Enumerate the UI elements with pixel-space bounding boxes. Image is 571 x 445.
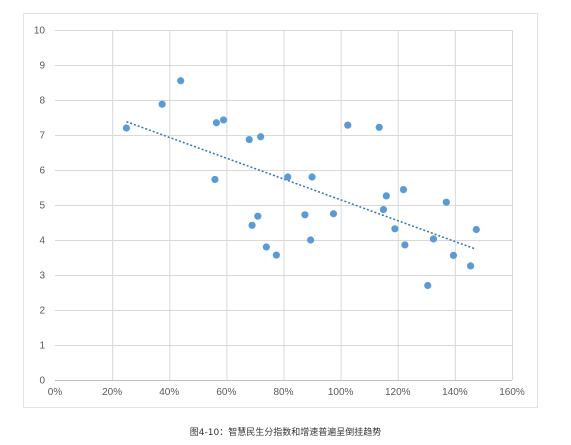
data-point — [308, 173, 316, 181]
data-point — [375, 123, 383, 131]
data-point — [429, 235, 438, 243]
x-tick-label: 100% — [328, 387, 354, 398]
data-point — [245, 135, 253, 144]
y-tick-label: 5 — [39, 201, 45, 212]
y-tick-label: 1 — [39, 341, 45, 352]
data-point — [177, 77, 185, 85]
x-tick-label: 80% — [273, 387, 293, 398]
data-point — [344, 121, 352, 129]
data-point — [449, 251, 458, 259]
y-tick-label: 7 — [39, 131, 45, 142]
x-tick-label: 140% — [442, 387, 468, 398]
data-point — [391, 225, 399, 233]
trendline — [126, 120, 476, 250]
data-point — [212, 119, 220, 127]
y-tick-label: 9 — [39, 61, 45, 72]
data-point — [401, 241, 409, 249]
data-point — [472, 225, 480, 234]
data-point — [158, 100, 166, 108]
chart-border — [23, 13, 538, 408]
data-point — [272, 251, 280, 259]
data-point — [219, 116, 228, 124]
x-tick-label: 60% — [216, 387, 236, 398]
x-tick-label: 120% — [385, 387, 411, 398]
y-tick-label: 6 — [39, 166, 45, 177]
x-tick-label: 20% — [102, 387, 122, 398]
data-point — [442, 198, 450, 206]
data-point — [284, 173, 292, 181]
data-point — [382, 192, 390, 200]
data-point — [122, 124, 131, 132]
y-tick-label: 0 — [39, 376, 45, 387]
data-point — [211, 175, 219, 184]
data-point — [466, 262, 475, 270]
y-tick-label: 10 — [34, 26, 46, 37]
y-tick-label: 4 — [39, 236, 45, 247]
data-point — [329, 210, 338, 218]
y-tick-label: 3 — [39, 271, 45, 282]
data-point — [399, 186, 408, 194]
data-point — [301, 211, 309, 219]
data-point — [248, 221, 256, 229]
figure-caption: 图4-10：智慧民生分指数和增速普遍呈倒挂趋势 — [189, 428, 382, 438]
data-point — [257, 133, 265, 141]
data-point — [262, 243, 270, 251]
scatter-points — [122, 77, 480, 290]
y-tick-label: 8 — [39, 96, 45, 107]
data-point — [254, 212, 262, 220]
x-tick-label: 40% — [159, 387, 179, 398]
y-tick-label: 2 — [39, 306, 45, 317]
x-tick-label: 0% — [48, 387, 63, 398]
gridlines — [55, 30, 513, 381]
x-axis-ticks: 0% 20% 40% 60% 80% 100% 120% 140% 160% — [48, 387, 525, 398]
data-point — [307, 236, 315, 244]
data-point — [379, 205, 388, 214]
y-axis-ticks: 0 1 2 3 4 5 6 7 8 9 10 — [34, 26, 46, 387]
x-tick-label: 160% — [499, 387, 525, 398]
data-point — [424, 281, 432, 290]
